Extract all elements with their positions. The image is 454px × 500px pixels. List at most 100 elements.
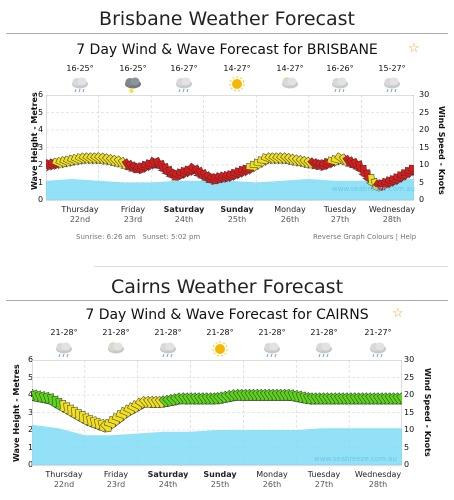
link-separator: | <box>395 233 399 241</box>
right-axis-tick: 30 <box>419 90 430 99</box>
divider <box>6 300 448 301</box>
right-axis-tick: 5 <box>404 442 410 452</box>
sun-cloud-icon <box>108 342 124 354</box>
day-name: Tuesday <box>323 205 357 214</box>
chart-title: 7 Day Wind & Wave Forecast for CAIRNS <box>85 307 369 323</box>
day-label: Saturday 24th <box>156 205 212 225</box>
left-axis-tick: 4 <box>28 390 34 399</box>
temperature-range: 14-27° <box>276 64 304 73</box>
day-label: Tuesday 27th <box>312 205 368 225</box>
temperature-range: 16-25° <box>119 64 147 73</box>
temperature-range: 21-28° <box>310 328 338 337</box>
day-date: 27th <box>314 480 334 489</box>
divider <box>94 266 448 267</box>
sun-icon <box>229 76 245 92</box>
day-date: 23rd <box>123 215 143 224</box>
day-date: 28th <box>368 480 388 489</box>
right-axis-tick: 0 <box>404 460 410 469</box>
cloud-rain-icon <box>56 342 72 358</box>
temperature-range: 16-25° <box>66 64 94 73</box>
day-date: 26th <box>262 480 282 489</box>
page-title: Brisbane Weather Forecast <box>99 8 355 30</box>
right-axis-tick: 20 <box>404 390 415 399</box>
left-axis-tick: 2 <box>38 160 44 169</box>
cloud-rain-icon <box>332 77 348 93</box>
right-axis-tick: 20 <box>419 125 430 134</box>
day-date: 27th <box>330 215 350 224</box>
right-axis-tick: 10 <box>419 160 430 169</box>
temperature-range: 21-28° <box>50 328 78 337</box>
day-label: Wednesday 28th <box>364 205 420 225</box>
left-axis-tick: 4 <box>38 125 44 134</box>
temperature-range: 21-28° <box>154 328 182 337</box>
day-name: Monday <box>274 205 306 214</box>
left-axis-tick: 3 <box>28 407 34 417</box>
temperature-range: 21-27° <box>364 328 392 337</box>
temperature-range: 21-28° <box>102 328 130 337</box>
day-label: Wednesday 28th <box>350 470 406 490</box>
right-axis-tick: 30 <box>404 355 415 364</box>
chart-title: 7 Day Wind & Wave Forecast for BRISBANE <box>76 42 378 58</box>
day-date: 24th <box>174 215 194 224</box>
day-name: Monday <box>256 470 288 479</box>
watermark: www.seabreeze.com.au <box>332 185 415 193</box>
sunset-text: Sunset: 5:02 pm <box>142 233 201 241</box>
cairns-chart <box>32 360 402 466</box>
cloud-rain-icon <box>264 342 280 358</box>
left-axis-tick: 0 <box>38 195 44 204</box>
day-name: Wednesday <box>368 205 416 214</box>
right-axis-tick: 15 <box>419 142 430 152</box>
left-axis-tick: 3 <box>38 142 44 152</box>
wave-height-area <box>46 179 414 200</box>
right-axis-tick: 25 <box>404 372 415 382</box>
day-label: Monday 26th <box>262 205 318 225</box>
cloud-rain-icon <box>384 77 400 93</box>
brisbane-chart <box>46 95 414 201</box>
left-axis-tick: 6 <box>38 90 44 99</box>
temperature-range: 21-28° <box>206 328 234 337</box>
day-name: Saturday <box>163 205 205 214</box>
left-axis-tick: 1 <box>28 442 34 452</box>
right-axis-tick: 0 <box>419 195 425 204</box>
favourite-star-icon[interactable]: ☆ <box>408 40 420 55</box>
cloud-rain-icon <box>72 77 88 93</box>
temperature-range: 16-27° <box>170 64 198 73</box>
left-axis-tick: 0 <box>28 460 34 469</box>
day-label: Tuesday 27th <box>296 470 352 490</box>
wind-arrow-shape <box>396 392 402 405</box>
day-label: Sunday 25th <box>192 470 248 490</box>
left-axis-tick: 5 <box>28 372 34 382</box>
right-axis-tick: 15 <box>404 407 415 417</box>
cloud-rain-icon <box>316 342 332 358</box>
left-axis-tick: 2 <box>28 425 34 434</box>
day-date: 28th <box>382 215 402 224</box>
day-name: Sunday <box>220 205 254 214</box>
right-axis-label: Wind Speed - Knots <box>437 106 446 195</box>
day-date: 22nd <box>53 480 75 489</box>
day-date: 25th <box>227 215 247 224</box>
reverse-graph-colours-link[interactable]: Reverse Graph Colours <box>313 233 394 241</box>
day-name: Saturday <box>147 470 189 479</box>
favourite-star-icon[interactable]: ☆ <box>392 305 404 320</box>
wind-arrow <box>408 163 414 175</box>
day-name: Thursday <box>45 470 83 479</box>
day-label: Saturday 24th <box>140 470 196 490</box>
day-date: 23rd <box>106 480 126 489</box>
wind-arrow-shape <box>408 163 414 175</box>
temperature-range: 15-27° <box>378 64 406 73</box>
day-date: 24th <box>158 480 178 489</box>
day-label: Monday 26th <box>244 470 300 490</box>
left-axis-tick: 5 <box>38 107 44 117</box>
graph-links: Reverse Graph Colours | Help <box>313 233 416 241</box>
help-link[interactable]: Help <box>400 233 417 241</box>
left-axis-tick: 6 <box>28 355 34 364</box>
sun-times: Sunrise: 6:26 am Sunset: 5:02 pm <box>76 233 200 241</box>
temperature-range: 14-27° <box>223 64 251 73</box>
sunrise-text: Sunrise: 6:26 am <box>76 233 136 241</box>
cloud-rain-icon <box>160 342 176 358</box>
right-axis-tick: 25 <box>419 107 430 117</box>
right-axis-tick: 10 <box>404 425 415 434</box>
cloud-storm-icon <box>125 77 141 93</box>
day-date: 25th <box>210 480 230 489</box>
day-label: Thursday 22nd <box>52 205 108 225</box>
